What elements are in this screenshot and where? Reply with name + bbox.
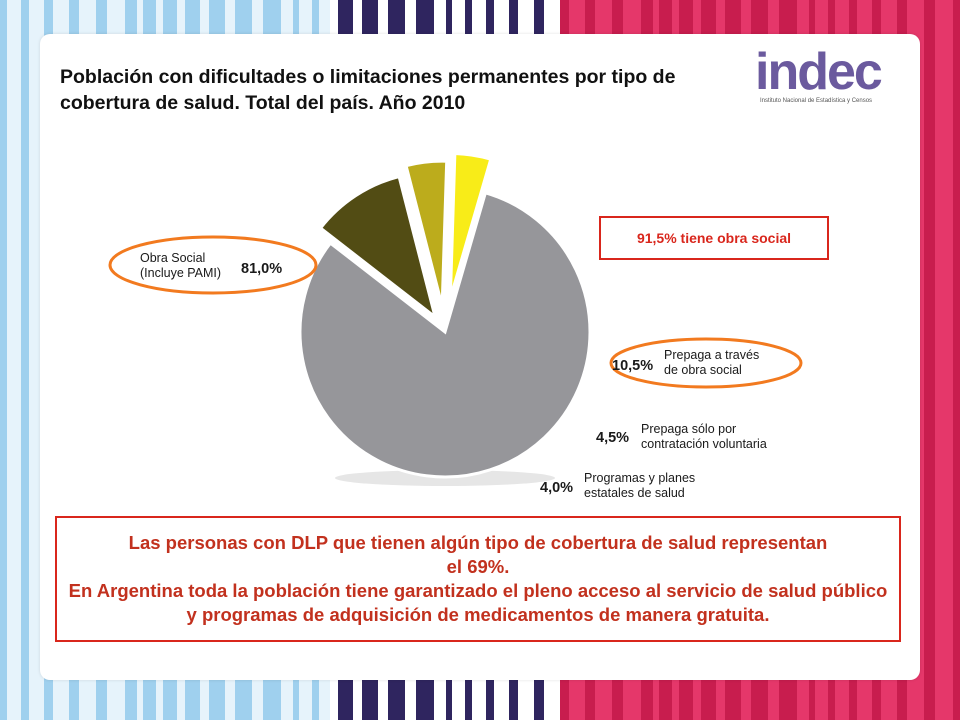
note-line-1: Las personas con DLP que tienen algún ti… (128, 532, 828, 577)
stripe (935, 0, 953, 720)
stripe (21, 0, 29, 720)
stripe (7, 0, 21, 720)
stripe (924, 0, 935, 720)
logo-wordmark: indec (755, 43, 883, 101)
stripe (953, 0, 960, 720)
note-box: Las personas con DLP que tienen algún ti… (55, 516, 901, 642)
indec-logo: indec Instituto Nacional de Estadística … (755, 43, 905, 108)
logo-subtitle: Instituto Nacional de Estadística y Cens… (760, 98, 873, 104)
note-line-2: En Argentina toda la población tiene gar… (68, 580, 888, 625)
slide-title: Población con dificultades o limitacione… (60, 66, 676, 114)
stripe (0, 0, 7, 720)
